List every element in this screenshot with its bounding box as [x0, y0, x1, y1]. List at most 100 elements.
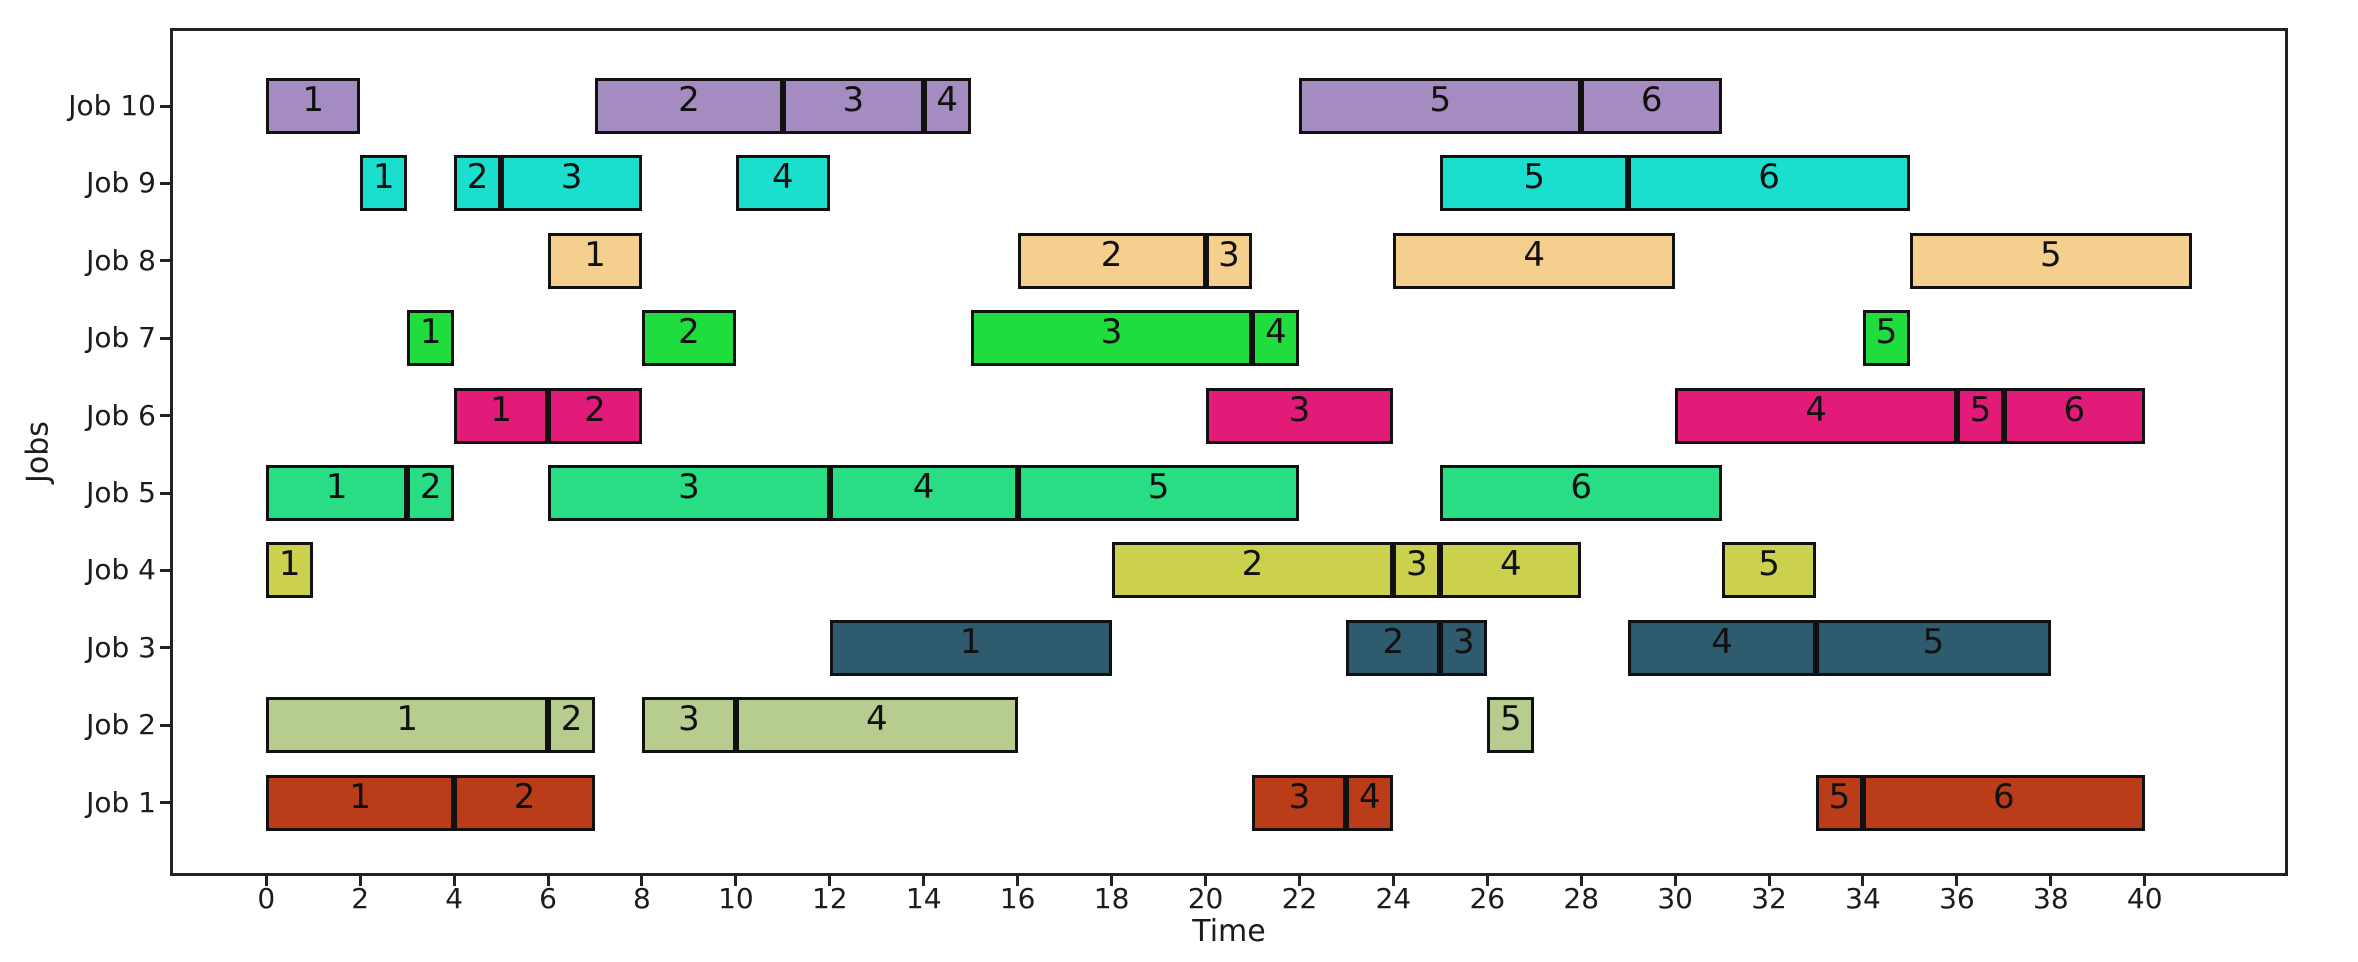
bar-op-label: 4	[936, 80, 959, 120]
job-label-job-1: Job 1	[86, 785, 156, 819]
gantt-bar-job-5-op6: 6	[1440, 465, 1723, 521]
gantt-bar-job-9-op4: 4	[735, 155, 830, 212]
gantt-bar-job-5-op2: 2	[407, 465, 455, 521]
bar-op-label: 5	[1922, 621, 1945, 662]
gantt-bar-job-5-op3: 3	[548, 465, 830, 521]
x-tick-mark	[828, 876, 832, 886]
bar-op-label: 3	[1218, 234, 1240, 275]
x-tick-mark	[1579, 876, 1583, 886]
bar-op-label: 3	[1100, 312, 1123, 353]
gantt-bar-job-3-op3: 3	[1440, 619, 1488, 676]
gantt-bar-job-6-op6: 6	[2003, 387, 2145, 444]
bar-op-label: 5	[1875, 312, 1898, 353]
x-tick-mark	[452, 876, 456, 886]
bar-op-label: 1	[302, 80, 325, 120]
gantt-bar-job-6-op2: 2	[548, 387, 642, 444]
bar-op-label: 5	[1969, 389, 1992, 430]
x-tick-mark	[1861, 876, 1865, 886]
gantt-bar-job-8-op5: 5	[1909, 232, 2192, 289]
bar-op-label: 1	[584, 234, 606, 275]
bar-op-label: 1	[349, 776, 371, 817]
bar-op-label: 2	[560, 699, 583, 740]
gantt-bar-job-10-op6: 6	[1581, 78, 1723, 134]
gantt-bar-job-10-op3: 3	[782, 78, 924, 134]
y-tick-mark	[160, 568, 170, 572]
gantt-bar-job-10-op5: 5	[1299, 78, 1582, 134]
bar-op-label: 4	[1805, 389, 1827, 430]
x-tick-mark	[1485, 876, 1489, 886]
bar-op-label: 3	[1452, 621, 1475, 662]
job-label-job-3: Job 3	[86, 630, 156, 664]
bar-op-label: 4	[1359, 776, 1381, 817]
gantt-bar-job-6-op4: 4	[1675, 387, 1957, 444]
x-tick-label: 32	[1751, 882, 1787, 915]
y-tick-mark	[160, 723, 170, 727]
x-tick-label: 14	[905, 882, 942, 915]
bar-op-label: 6	[1640, 80, 1663, 120]
gantt-bar-job-1-op5: 5	[1816, 774, 1863, 831]
bar-op-label: 4	[912, 467, 935, 507]
bar-op-label: 4	[1499, 544, 1522, 585]
bar-op-label: 3	[678, 467, 700, 507]
x-tick-label: 22	[1281, 882, 1318, 915]
y-axis-title: Jobs	[20, 421, 56, 483]
gantt-bar-job-3-op4: 4	[1628, 619, 1817, 676]
bar-op-label: 3	[1406, 544, 1428, 585]
gantt-bar-job-4-op2: 2	[1111, 542, 1394, 599]
x-tick-mark	[1297, 876, 1301, 886]
job-label-job-7: Job 7	[86, 321, 156, 355]
bar-op-label: 5	[1499, 699, 1522, 740]
x-tick-mark	[2143, 876, 2147, 886]
bar-op-label: 4	[1711, 621, 1733, 662]
bar-op-label: 1	[325, 467, 348, 507]
y-tick-mark	[160, 646, 170, 650]
x-tick-mark	[1110, 876, 1114, 886]
x-tick-label: 20	[1187, 882, 1224, 915]
bar-op-label: 4	[1523, 234, 1546, 275]
x-tick-label: 2	[351, 882, 370, 915]
bar-op-label: 3	[560, 157, 583, 198]
bar-op-label: 5	[1147, 467, 1170, 507]
gantt-bar-job-1-op1: 1	[266, 774, 455, 831]
gantt-bar-job-6-op1: 1	[454, 387, 549, 444]
gantt-bar-job-2-op2: 2	[548, 697, 595, 754]
bar-op-label: 1	[372, 157, 395, 198]
gantt-bar-job-2-op4: 4	[735, 697, 1018, 754]
bar-op-label: 1	[959, 621, 982, 662]
x-tick-mark	[1391, 876, 1395, 886]
x-tick-label: 4	[445, 882, 464, 915]
x-tick-label: 0	[257, 882, 276, 915]
gantt-bar-job-8-op2: 2	[1017, 232, 1206, 289]
y-tick-mark	[160, 801, 170, 805]
x-tick-mark	[2049, 876, 2053, 886]
bar-op-label: 1	[490, 389, 512, 430]
gantt-bar-job-9-op5: 5	[1440, 155, 1629, 212]
gantt-bar-job-9-op2: 2	[454, 155, 502, 212]
gantt-bar-job-5-op5: 5	[1017, 465, 1300, 521]
gantt-bar-job-7-op4: 4	[1252, 310, 1300, 367]
x-tick-mark	[1767, 876, 1771, 886]
x-tick-label: 40	[2126, 882, 2163, 915]
y-tick-mark	[160, 259, 170, 263]
bar-op-label: 2	[584, 389, 606, 430]
gantt-bar-job-10-op2: 2	[595, 78, 783, 134]
bar-op-label: 1	[419, 312, 442, 353]
gantt-bar-job-10-op1: 1	[266, 78, 361, 134]
bar-op-label: 2	[419, 467, 442, 507]
gantt-bar-job-4-op4: 4	[1440, 542, 1582, 599]
bar-op-label: 2	[1100, 234, 1123, 275]
x-axis-title: Time	[1192, 914, 1266, 949]
gantt-bar-job-9-op3: 3	[501, 155, 642, 212]
gantt-bar-job-4-op1: 1	[266, 542, 314, 599]
x-tick-mark	[358, 876, 362, 886]
job-label-job-10: Job 10	[68, 89, 156, 122]
job-label-job-4: Job 4	[86, 553, 156, 587]
x-tick-label: 24	[1375, 882, 1412, 915]
gantt-bar-job-8-op3: 3	[1205, 232, 1253, 289]
gantt-bar-job-6-op3: 3	[1205, 387, 1394, 444]
x-tick-mark	[640, 876, 644, 886]
bar-op-label: 1	[278, 544, 301, 585]
x-tick-mark	[734, 876, 738, 886]
bar-op-label: 4	[1265, 312, 1287, 353]
